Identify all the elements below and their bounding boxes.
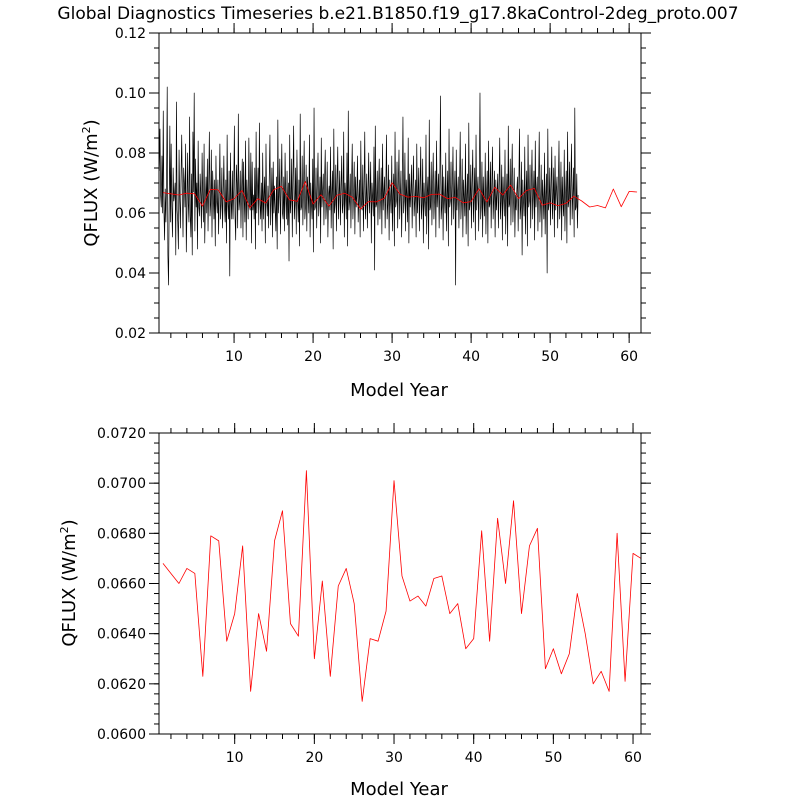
- bottom-x-tick-label: 30: [385, 750, 403, 766]
- top-y-tick-label: 0.12: [115, 26, 146, 42]
- top-y-axis-label-main: QFLUX (W/m: [81, 133, 102, 246]
- bottom-panel: 0.0600 0.0620 0.0640 0.0660 0.0680 0.0700 0.07…: [58, 423, 651, 800]
- bottom-y-tick-label: 0.0620: [97, 677, 146, 693]
- bottom-y-tick-label: 0.0660: [97, 577, 146, 593]
- bottom-x-tick-label: 50: [544, 750, 562, 766]
- bottom-y-tick-label: 0.0680: [97, 526, 146, 542]
- top-series-annual-line: [162, 181, 638, 210]
- bottom-plot-frame: [158, 432, 642, 735]
- bottom-y-axis-label: QFLUX (W/m2): [58, 519, 80, 646]
- top-plot-frame: [158, 32, 642, 334]
- top-x-tick-label: 60: [620, 349, 638, 365]
- top-plot-area: [159, 86, 638, 286]
- bottom-y-axis-label-main: QFLUX (W/m: [59, 533, 80, 646]
- bottom-y-tick-label: 0.0600: [97, 727, 146, 743]
- bottom-y-tick-label: 0.0720: [97, 426, 146, 442]
- top-panel: 0.02 0.04 0.06 0.08 0.10 0.12 10 20 30 40 50 60 Mod…: [80, 23, 651, 401]
- bottom-x-tick-label: 10: [226, 750, 244, 766]
- bottom-tick-labels: 0.0600 0.0620 0.0640 0.0660 0.0680 0.0700 0.07…: [97, 426, 642, 766]
- bottom-y-tick-label: 0.0640: [97, 627, 146, 643]
- top-x-tick-label: 10: [225, 349, 243, 365]
- bottom-plot-area: [162, 470, 641, 702]
- figure-title: Global Diagnostics Timeseries b.e21.B185…: [57, 4, 738, 24]
- top-x-tick-label: 30: [383, 349, 401, 365]
- bottom-x-tick-label: 40: [465, 750, 483, 766]
- top-tick-labels: 0.02 0.04 0.06 0.08 0.10 0.12 10 20 30 40 50 60: [115, 26, 638, 365]
- bottom-major-ticks: [149, 423, 651, 744]
- top-major-ticks: [149, 23, 651, 343]
- bottom-y-tick-label: 0.0700: [97, 476, 146, 492]
- top-y-axis-label-sup: 2: [80, 126, 93, 133]
- top-x-tick-label: 50: [541, 349, 559, 365]
- top-x-tick-label: 40: [462, 349, 480, 365]
- bottom-minor-ticks: [154, 428, 646, 739]
- bottom-x-axis-label: Model Year: [350, 779, 448, 800]
- top-x-tick-label: 20: [304, 349, 322, 365]
- top-series-monthly-line: [159, 86, 579, 286]
- top-y-tick-label: 0.06: [115, 206, 146, 222]
- bottom-x-tick-label: 60: [624, 750, 642, 766]
- bottom-series-annual-line: [162, 470, 641, 702]
- top-y-tick-label: 0.10: [115, 86, 146, 102]
- bottom-y-axis-label-sup: 2: [58, 526, 71, 533]
- top-y-tick-label: 0.08: [115, 146, 146, 162]
- top-y-axis-label: QFLUX (W/m2): [80, 119, 102, 246]
- top-y-tick-label: 0.04: [115, 266, 146, 282]
- top-y-tick-label: 0.02: [115, 326, 146, 342]
- top-x-axis-label: Model Year: [350, 380, 448, 401]
- bottom-x-tick-label: 20: [305, 750, 323, 766]
- top-y-axis-label-close: ): [81, 119, 102, 126]
- bottom-y-axis-label-close: ): [59, 519, 80, 526]
